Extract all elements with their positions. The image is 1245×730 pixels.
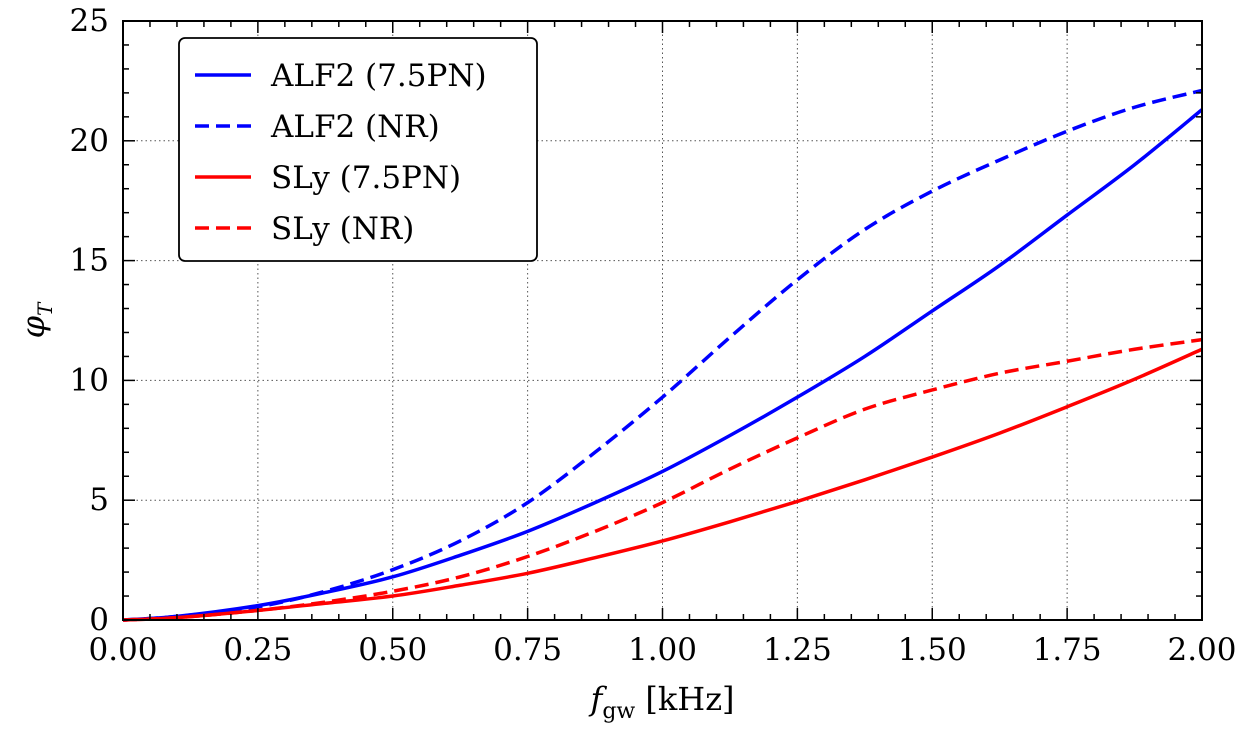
x-tick-label: 0.75: [493, 632, 562, 668]
series-line-sly-7-5pn: [122, 347, 1203, 622]
x-tick-label: 0.50: [358, 632, 427, 668]
legend-label: ALF2 (NR): [270, 109, 440, 145]
x-tick-label: 0.25: [223, 632, 292, 668]
series-line-alf2-nr: [122, 88, 1203, 622]
series-line-sly-nr: [122, 337, 1203, 622]
legend: ALF2 (7.5PN) ALF2 (NR) SLy (7.5PN) SLy (NR): [178, 37, 538, 262]
y-tick-label: 5: [89, 482, 109, 518]
x-tick-label: 2.00: [1167, 632, 1236, 668]
legend-label: SLy (NR): [271, 211, 414, 247]
y-tick-label: 25: [70, 3, 109, 39]
x-tick-label: 1.50: [898, 632, 967, 668]
x-tick-label: 1.25: [763, 632, 832, 668]
legend-label: ALF2 (7.5PN): [270, 58, 487, 94]
axis-labels: 0.00 0.25 0.50 0.75 1.00 1.25 1.50 1.75 2.00 0 5 10…: [14, 3, 1237, 724]
y-tick-label: 0: [89, 602, 109, 638]
y-tick-label: 15: [70, 243, 109, 279]
series-lines: [122, 88, 1204, 622]
x-tick-label: 0.00: [88, 632, 157, 668]
x-tick-label: 1.75: [1033, 632, 1102, 668]
y-tick-label: 20: [70, 123, 109, 159]
legend-box: [178, 37, 538, 262]
x-tick-label: 1.00: [628, 632, 697, 668]
y-tick-label: 10: [70, 362, 109, 398]
axis-ticks: [122, 20, 1203, 621]
x-axis-label: fgw [kHz]: [588, 680, 734, 724]
legend-label: SLy (7.5PN): [271, 160, 461, 196]
y-axis-label: φT: [14, 301, 57, 338]
